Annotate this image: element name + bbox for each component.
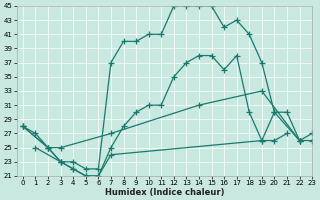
X-axis label: Humidex (Indice chaleur): Humidex (Indice chaleur) [105,188,224,197]
